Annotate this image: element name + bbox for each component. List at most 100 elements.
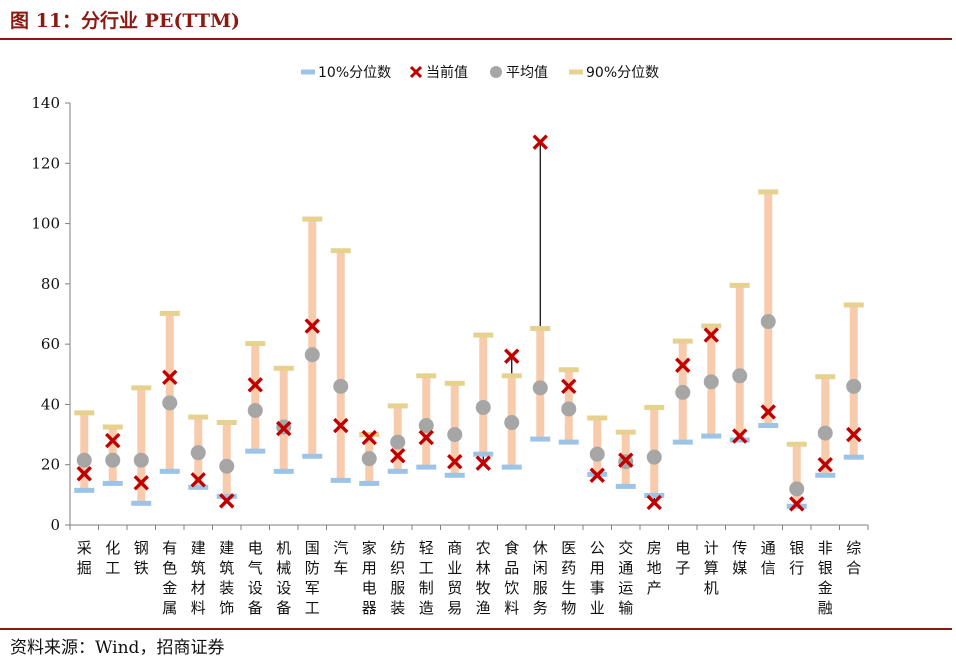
category-label-char: 运 <box>618 579 633 597</box>
p90-marker <box>530 325 551 331</box>
category-label: 房地产 <box>647 539 662 597</box>
p10-marker <box>644 492 665 498</box>
current-value-marker <box>162 369 178 386</box>
p10-marker <box>102 480 123 486</box>
category-label-char: 商 <box>447 539 462 557</box>
current-x-stroke <box>361 429 377 446</box>
category-label-char: 属 <box>162 599 177 617</box>
current-x-stroke <box>76 466 92 482</box>
p90-marker <box>758 189 779 195</box>
category-label-char: 化 <box>105 539 120 557</box>
category-label-char: 算 <box>704 559 719 577</box>
range-bar <box>593 417 602 475</box>
category-label-char: 饰 <box>219 599 234 617</box>
p90-marker <box>245 341 266 347</box>
category-label-char: 织 <box>390 559 405 577</box>
category-label: 电子 <box>675 539 690 577</box>
category-label: 传媒 <box>732 539 747 577</box>
p90-marker <box>359 432 380 438</box>
category-label-char: 筑 <box>219 559 234 577</box>
category-label-char: 色 <box>162 559 177 577</box>
current-x-stroke <box>789 496 805 512</box>
current-value-marker <box>504 348 520 364</box>
p10-marker <box>501 464 522 470</box>
category-label-char: 备 <box>276 599 291 617</box>
current-x-stroke <box>219 493 235 509</box>
average-point <box>247 402 263 418</box>
p10-marker <box>530 436 551 442</box>
y-tick-label: 60 <box>41 335 60 353</box>
p90-marker <box>615 429 636 435</box>
category-label-char: 食 <box>504 539 519 557</box>
current-x-stroke <box>133 475 149 491</box>
p90-marker <box>843 302 864 308</box>
category-label-char: 业 <box>590 599 605 617</box>
figure-title: 图 11：分行业 PE(TTM) <box>10 10 241 32</box>
category-label-char: 车 <box>333 559 348 577</box>
p10-marker <box>131 500 152 506</box>
current-x-stroke <box>561 378 577 395</box>
category-label-char: 工 <box>305 599 320 617</box>
current-x-stroke <box>646 494 662 511</box>
legend: 10%分位数 当前值 平均值 90%分位数 <box>301 64 659 81</box>
category-label-char: 电 <box>248 539 263 557</box>
range-bar <box>792 444 801 507</box>
current-x-stroke <box>846 426 862 443</box>
average-point <box>133 452 149 468</box>
category-label-char: 防 <box>305 559 320 577</box>
average-point <box>190 445 206 461</box>
category-label-char: 易 <box>447 599 462 617</box>
p10-marker <box>302 453 323 459</box>
p90-marker <box>302 216 323 222</box>
p90-marker <box>815 374 836 380</box>
p10-marker <box>815 472 836 478</box>
category-label-char: 用 <box>362 559 377 577</box>
category-label-char: 金 <box>818 579 833 597</box>
category-label-char: 银 <box>789 539 804 557</box>
category-label-char: 生 <box>561 579 576 597</box>
category-label-char: 公 <box>590 539 605 557</box>
range-bar <box>735 285 744 440</box>
category-label-char: 材 <box>191 579 206 597</box>
current-value-marker <box>703 327 719 343</box>
category-label-char: 品 <box>504 559 519 577</box>
category-label-char: 休 <box>533 539 548 557</box>
category-label-char: 纺 <box>390 539 405 557</box>
category-label-char: 地 <box>647 559 662 577</box>
p90-marker <box>273 365 294 371</box>
category-label: 计算机 <box>704 539 719 597</box>
p90-marker <box>701 323 722 329</box>
category-label: 化工 <box>105 539 120 577</box>
category-label-char: 气 <box>248 559 263 577</box>
p10-marker <box>444 472 465 478</box>
average-point <box>105 452 121 468</box>
y-tick-label: 120 <box>31 154 60 172</box>
current-x-stroke <box>618 452 634 468</box>
p90-marker <box>501 373 522 379</box>
p90-marker <box>330 248 351 254</box>
current-x-stroke <box>276 420 292 437</box>
average-point <box>589 446 605 462</box>
title-rule <box>0 38 952 40</box>
category-label-char: 银 <box>818 559 833 577</box>
legend-swatch <box>409 65 423 79</box>
p90-marker <box>729 282 750 288</box>
category-label-char: 装 <box>219 579 234 597</box>
category-label-char: 机 <box>704 579 719 597</box>
range-bar <box>80 412 89 491</box>
category-label-char: 金 <box>162 579 177 597</box>
current-x-stroke <box>162 369 178 386</box>
category-label-char: 国 <box>305 539 320 557</box>
category-label-char: 农 <box>476 539 491 557</box>
category-label-char: 渔 <box>476 599 491 617</box>
average-point <box>675 384 691 400</box>
category-label: 钢铁 <box>134 539 149 577</box>
average-point <box>361 451 377 467</box>
range-bar <box>251 343 260 452</box>
current-value-marker <box>105 432 121 449</box>
category-label-char: 传 <box>732 539 747 557</box>
